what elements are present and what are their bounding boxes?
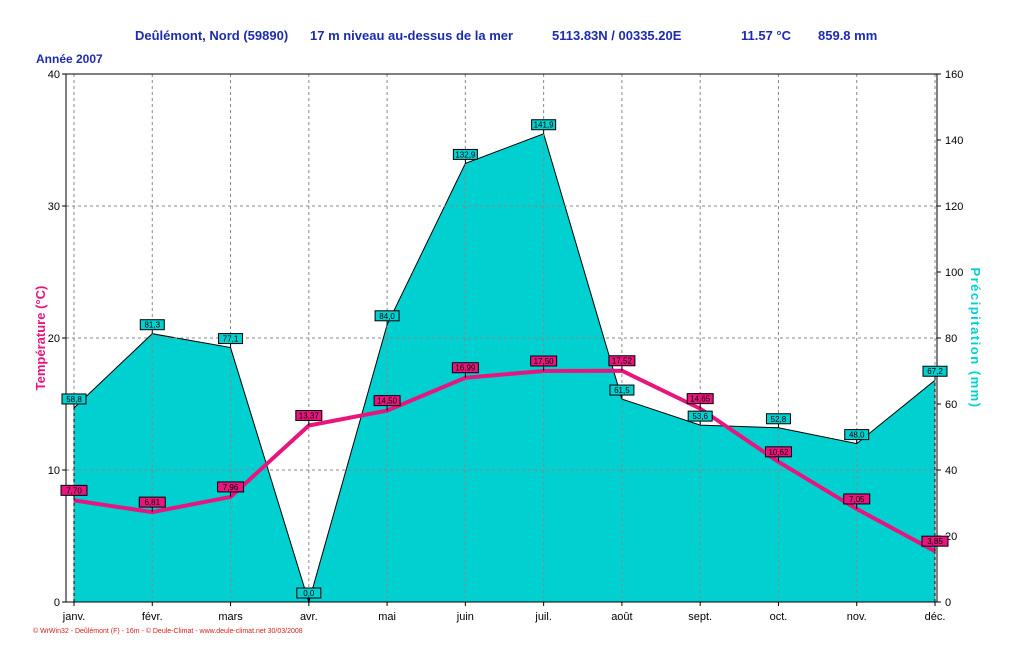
x-axis-tick-label: juin xyxy=(456,611,474,623)
precipitation-label-box xyxy=(61,393,87,405)
precipitation-label-box xyxy=(374,310,400,322)
precipitation-data-label: 141,9 xyxy=(534,121,555,130)
x-axis-tick-label: janv. xyxy=(62,611,85,623)
right-axis-tick-label: 0 xyxy=(945,597,951,609)
temperature-data-label: 7,05 xyxy=(849,495,865,504)
precipitation-area xyxy=(73,133,936,604)
temperature-data-label: 6,81 xyxy=(144,498,160,507)
temperature-data-label: 3,85 xyxy=(927,537,943,546)
x-axis-tick-label: juil. xyxy=(534,611,552,623)
temperature-data-label: 7,96 xyxy=(223,483,239,492)
temperature-label-box xyxy=(217,481,245,493)
right-axis-title: Précipitation (mm) xyxy=(968,267,983,408)
temperature-label-box xyxy=(138,496,166,508)
precipitation-data-label: 52,8 xyxy=(771,415,787,424)
temperature-label-box xyxy=(295,410,323,422)
precipitation-label-box xyxy=(531,119,557,131)
x-axis-tick-label: août xyxy=(611,611,632,623)
precipitation-data-label: 84,0 xyxy=(379,312,395,321)
precipitation-data-label: 81,3 xyxy=(144,321,160,330)
temperature-data-label: 10,62 xyxy=(768,448,789,457)
temperature-label-box xyxy=(373,395,401,407)
precipitation-data-label: 0,0 xyxy=(303,589,315,598)
right-axis-tick-label: 100 xyxy=(945,267,963,279)
left-axis-tick-label: 0 xyxy=(54,597,60,609)
precipitation-label-box xyxy=(844,429,870,441)
footer-credit: © WrWin32 - Deûlémont (F) - 16m - © Deul… xyxy=(33,628,303,635)
temperature-line xyxy=(73,368,936,553)
temperature-data-label: 14,50 xyxy=(377,397,398,406)
precipitation-data-label: 53,6 xyxy=(692,412,708,421)
x-axis-tick-label: mai xyxy=(378,611,396,623)
precipitation-label-box xyxy=(452,148,478,160)
temperature-data-label: 17,50 xyxy=(534,357,555,366)
precipitation-label-box xyxy=(687,410,713,422)
temperature-data-label: 16,99 xyxy=(455,364,476,373)
annual-total-precipitation: 859.8 mm xyxy=(818,28,878,43)
chart-header: Deûlémont, Nord (59890) 17 m niveau au-d… xyxy=(0,28,1015,46)
left-axis-title: Température (°C) xyxy=(33,286,48,391)
left-axis-tick-label: 40 xyxy=(48,69,60,81)
temperature-label-box xyxy=(608,355,636,367)
precipitation-label-box xyxy=(922,365,948,377)
annual-mean-temperature: 11.57 °C xyxy=(741,28,792,43)
temperature-label-box xyxy=(686,393,714,405)
station-coordinates: 5113.83N / 00335.20E xyxy=(552,28,682,43)
temperature-label-box xyxy=(60,484,88,496)
temperature-label-box xyxy=(843,493,871,505)
precipitation-data-label: 132,9 xyxy=(455,150,476,159)
temperature-label-box xyxy=(921,535,949,547)
right-axis-tick-label: 140 xyxy=(945,135,963,147)
precipitation-data-label: 58,8 xyxy=(66,395,82,404)
precipitation-data-label: 77,1 xyxy=(223,335,239,344)
right-axis-tick-label: 160 xyxy=(945,69,963,81)
left-axis-tick-label: 30 xyxy=(48,201,60,213)
temperature-data-label: 7,70 xyxy=(66,486,82,495)
precipitation-data-label: 67,2 xyxy=(927,367,943,376)
right-axis-tick-label: 60 xyxy=(945,399,957,411)
year-label: Année 2007 xyxy=(36,52,103,66)
right-axis-tick-label: 80 xyxy=(945,333,957,345)
temperature-data-label: 13,37 xyxy=(299,412,320,421)
x-axis-tick-label: avr. xyxy=(300,611,318,623)
x-axis-tick-label: mars xyxy=(218,611,243,623)
precipitation-label-box xyxy=(296,587,322,599)
precipitation-data-label: 61,5 xyxy=(614,386,630,395)
station-name: Deûlémont, Nord (59890) xyxy=(135,28,289,43)
right-axis-tick-label: 120 xyxy=(945,201,963,213)
x-axis-tick-label: déc. xyxy=(925,611,946,623)
x-axis-tick-label: févr. xyxy=(142,611,163,623)
right-axis-tick-label: 40 xyxy=(945,465,957,477)
precipitation-label-box xyxy=(609,384,635,396)
station-altitude: 17 m niveau au-dessus de la mer xyxy=(310,28,514,43)
precipitation-data-label: 48,0 xyxy=(849,431,865,440)
x-axis-tick-label: oct. xyxy=(770,611,788,623)
x-axis-tick-label: nov. xyxy=(847,611,867,623)
temperature-label-box xyxy=(764,446,792,458)
x-axis-tick-label: sept. xyxy=(688,611,712,623)
temperature-data-label: 14,65 xyxy=(690,395,711,404)
precipitation-label-box xyxy=(218,333,244,345)
temperature-label-box xyxy=(530,355,558,367)
temperature-data-label: 17,52 xyxy=(612,357,633,366)
precipitation-label-box xyxy=(139,319,165,331)
left-axis-tick-label: 20 xyxy=(48,333,60,345)
temperature-label-box xyxy=(451,362,479,374)
left-axis-tick-label: 10 xyxy=(48,465,60,477)
precipitation-label-box xyxy=(765,413,791,425)
